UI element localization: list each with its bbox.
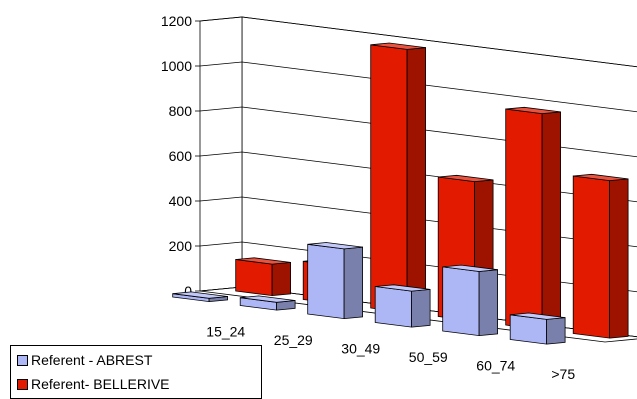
bar-side	[411, 288, 431, 328]
bar-top	[438, 174, 494, 183]
bar	[370, 42, 427, 314]
y-tick-label: 200	[169, 238, 193, 254]
bar	[235, 257, 292, 297]
y-tick-label: 600	[169, 148, 193, 164]
bar-front	[505, 108, 543, 331]
legend-item-bellerive: Referent- BELLERIVE	[17, 376, 170, 392]
bar-front	[442, 266, 480, 337]
bar-front	[572, 175, 610, 339]
bar	[307, 242, 364, 320]
x-tick-label: 30_49	[341, 340, 380, 356]
bar-top	[505, 106, 561, 115]
x-tick-label: 15_24	[206, 323, 245, 339]
gridline	[199, 16, 637, 68]
legend-item-abrest: Referent - ABREST	[17, 352, 152, 368]
legend-swatch-bellerive	[17, 378, 28, 390]
x-tick-label: >75	[551, 366, 575, 382]
legend-label-bellerive: Referent- BELLERIVE	[31, 376, 170, 392]
bar-side	[609, 178, 629, 339]
legend-swatch-abrest	[17, 354, 28, 366]
bar-top	[573, 173, 629, 182]
bar-side	[406, 47, 427, 314]
bar-top	[240, 295, 296, 303]
bar-side	[546, 317, 566, 345]
x-tick-label: 25_29	[274, 332, 313, 348]
bar-side	[541, 111, 561, 331]
bar-top	[442, 264, 498, 272]
bar-top	[375, 284, 431, 292]
bar-front	[235, 259, 273, 297]
y-tick-label: 400	[169, 193, 193, 209]
bar	[239, 295, 296, 311]
y-tick-label: 0	[184, 283, 192, 299]
x-tick-label: 50_59	[409, 349, 448, 365]
x-tick-label: 60_74	[476, 357, 515, 373]
bar-front	[370, 44, 408, 314]
y-tick-label: 800	[169, 103, 193, 119]
bar-top	[307, 242, 363, 250]
bar	[442, 264, 499, 337]
bar-front	[509, 314, 547, 345]
legend: Referent - ABREST Referent- BELLERIVE	[10, 345, 262, 399]
bar-side	[478, 269, 499, 337]
y-axis-ticks: 0 200 400 600 800 1000 1200	[161, 13, 200, 299]
bar	[505, 106, 561, 331]
bar	[509, 312, 566, 345]
y-tick-label: 1200	[161, 13, 192, 29]
x-axis-ticks: 15_24 25_29 30_49 50_59 60_74 >75	[206, 323, 575, 382]
bar-front	[374, 286, 413, 328]
bar-top	[510, 312, 566, 320]
gridline	[199, 61, 637, 113]
bar-top	[235, 257, 291, 265]
bar-front	[307, 243, 345, 320]
bar	[572, 173, 629, 339]
bar-top	[172, 291, 228, 299]
bars	[172, 42, 629, 345]
bar	[374, 284, 431, 328]
legend-label-abrest: Referent - ABREST	[31, 352, 153, 368]
bar	[172, 291, 229, 303]
bar-side	[343, 246, 364, 320]
bar-side	[271, 261, 292, 297]
y-tick-label: 1000	[161, 58, 192, 74]
bar-top	[370, 42, 426, 50]
